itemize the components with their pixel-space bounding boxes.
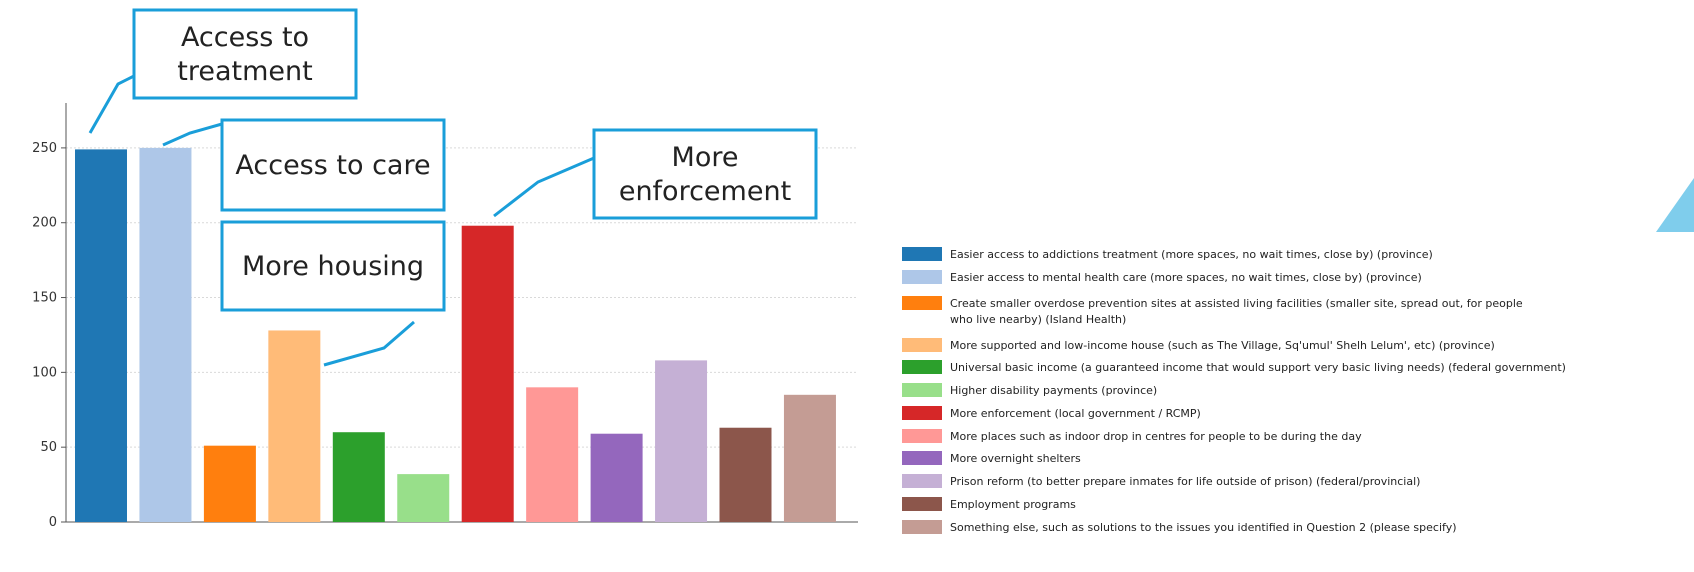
callout-label: Access to <box>181 22 309 53</box>
y-tick-label: 100 <box>32 365 57 380</box>
y-tick-label: 250 <box>32 141 57 156</box>
legend-swatch <box>902 247 942 261</box>
legend-entry-label: Employment programs <box>950 498 1076 511</box>
legend-swatch <box>902 406 942 420</box>
bar <box>526 387 579 522</box>
callout-leader-line <box>88 74 135 134</box>
legend-swatch <box>902 270 942 284</box>
bar <box>139 147 192 522</box>
legend: Easier access to addictions treatment (m… <box>902 247 1566 534</box>
legend-swatch <box>902 383 942 397</box>
bar <box>783 394 836 522</box>
y-tick-label: 150 <box>32 291 57 306</box>
legend-entry-label: More enforcement (local government / RCM… <box>950 407 1201 420</box>
legend-swatch <box>902 296 942 310</box>
legend-entry-label: More supported and low-income house (suc… <box>950 339 1495 352</box>
legend-swatch <box>902 520 942 534</box>
legend-entry-label: who live nearby) (Island Health) <box>950 313 1126 326</box>
callout-label: enforcement <box>619 176 791 207</box>
legend-entry-label: More overnight shelters <box>950 452 1081 465</box>
bar <box>75 149 127 522</box>
callout-label: More <box>672 142 739 173</box>
legend-entry-label: Create smaller overdose prevention sites… <box>950 297 1523 310</box>
callout-box <box>592 128 818 220</box>
y-tick-label: 50 <box>40 440 57 455</box>
callout-label: Access to care <box>235 150 430 181</box>
legend-swatch <box>902 429 942 443</box>
y-tick-label: 200 <box>32 216 57 231</box>
callout-label: treatment <box>177 56 312 87</box>
legend-entry-label: Prison reform (to better prepare inmates… <box>950 475 1420 488</box>
legend-entry-label: Easier access to mental health care (mor… <box>950 271 1422 284</box>
callout-leader-line <box>323 320 415 367</box>
legend-swatch <box>902 451 942 465</box>
legend-swatch <box>902 474 942 488</box>
bar <box>268 330 321 522</box>
legend-swatch <box>902 497 942 511</box>
legend-entry-label: Universal basic income (a guaranteed inc… <box>950 361 1566 374</box>
bar <box>590 433 643 522</box>
legend-entry-label: Easier access to addictions treatment (m… <box>950 248 1433 261</box>
callout-leader-line <box>493 156 595 218</box>
legend-entry-label: More places such as indoor drop in centr… <box>950 430 1362 443</box>
callout-leader-line <box>162 122 223 147</box>
callout-label: More housing <box>242 251 424 282</box>
callout-box <box>220 220 446 312</box>
bars <box>75 147 836 522</box>
bar <box>332 432 385 522</box>
bar <box>461 225 514 522</box>
bar <box>719 427 772 522</box>
accent-triangle-shape <box>1656 178 1694 232</box>
bar <box>655 360 708 522</box>
legend-entry-label: Higher disability payments (province) <box>950 384 1157 397</box>
legend-swatch <box>902 338 942 352</box>
bar <box>397 474 450 522</box>
callout-box <box>132 8 358 100</box>
y-tick-label: 0 <box>49 515 57 530</box>
bar <box>203 445 256 522</box>
legend-swatch <box>902 360 942 374</box>
legend-entry-label: Something else, such as solutions to the… <box>950 521 1457 534</box>
callout-box <box>220 118 446 212</box>
